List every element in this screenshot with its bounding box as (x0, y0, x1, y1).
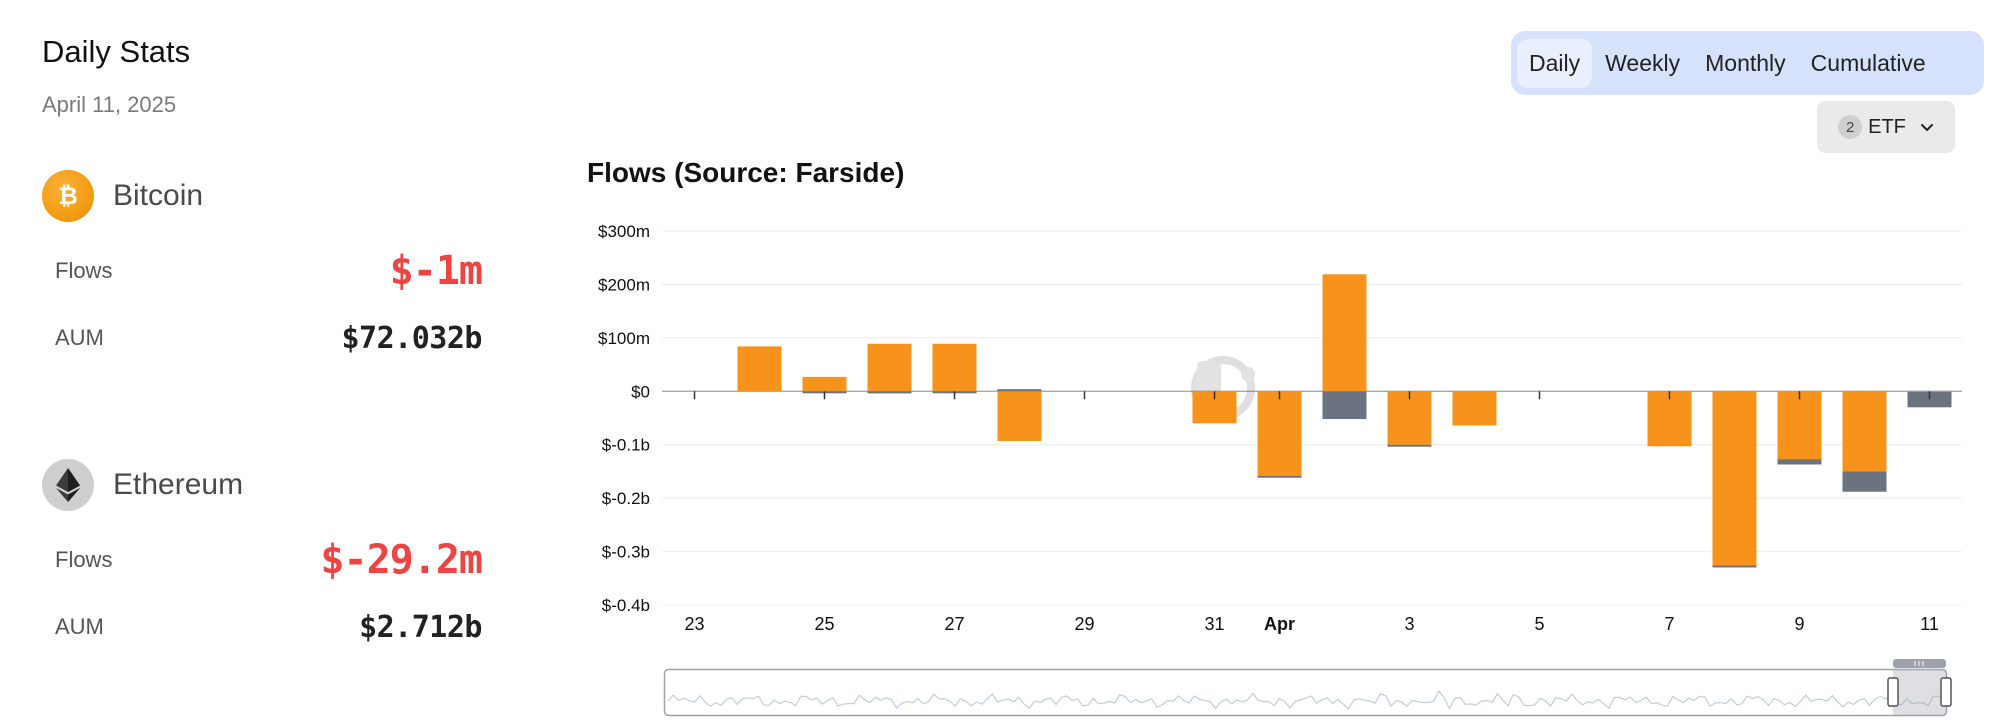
x-tick-label: Apr (1264, 614, 1295, 634)
flows-label: Flows (55, 547, 113, 572)
bar-group[interactable] (737, 346, 782, 392)
ethereum-flows-value: $-29.2m (320, 537, 483, 583)
y-tick-label: $100m (598, 329, 650, 348)
period-tabs: Daily Weekly Monthly Cumulative (1511, 31, 1984, 95)
x-axis: 23 25 27 29 31 Apr 3 5 7 9 11 (684, 391, 1939, 634)
chart-bars (737, 274, 1952, 568)
bitcoin-bar[interactable] (737, 346, 782, 392)
y-axis: $300m $200m $100m $0 $-0.1b $-0.2b $-0.3b $-0.4… (598, 222, 650, 615)
ethereum-bar[interactable] (1387, 444, 1432, 447)
bar-group[interactable] (1322, 274, 1367, 420)
navigator-left-handle[interactable] (1887, 677, 1899, 707)
chart-grid (662, 230, 1962, 606)
bitcoin-bar[interactable] (1712, 391, 1757, 566)
svg-text:₿: ₿ (58, 182, 78, 210)
bitcoin-bar[interactable] (1452, 391, 1497, 426)
bitcoin-bar[interactable] (1322, 274, 1367, 392)
chart-title: Flows (Source: Farside) (587, 157, 905, 188)
bitcoin-bar[interactable] (997, 391, 1042, 441)
bar-group[interactable] (1452, 391, 1497, 426)
bitcoin-flows-value: $-1m (389, 248, 483, 294)
x-tick-label: 29 (1074, 614, 1094, 634)
asset-name: Ethereum (113, 468, 244, 501)
bar-group[interactable] (867, 343, 912, 394)
tab-daily[interactable]: Daily (1517, 38, 1593, 88)
bar-group[interactable] (1777, 391, 1822, 465)
x-tick-label: 23 (684, 614, 704, 634)
asset-ethereum: Ethereum Flows $-29.2m AUM $2.712b (42, 459, 483, 647)
y-tick-label: $300m (598, 222, 650, 241)
etf-count-badge: 2 (1838, 115, 1863, 139)
asset-bitcoin: ₿ Bitcoin Flows $-1m AUM $72.032b (42, 170, 483, 358)
x-tick-label: 7 (1664, 614, 1674, 634)
x-tick-label: 5 (1534, 614, 1544, 634)
ethereum-bar[interactable] (1712, 565, 1757, 568)
bar-group[interactable] (1712, 391, 1757, 568)
bitcoin-bar[interactable] (802, 376, 847, 392)
bitcoin-bar[interactable] (1842, 391, 1887, 472)
y-tick-label: $0 (631, 382, 650, 401)
bar-group[interactable] (802, 376, 847, 394)
tab-cumulative[interactable]: Cumulative (1810, 49, 1926, 76)
aum-label: AUM (55, 325, 104, 350)
bitcoin-bar[interactable] (867, 343, 912, 392)
bar-group[interactable] (997, 389, 1042, 441)
bitcoin-bar[interactable] (1257, 391, 1302, 476)
asset-name: Bitcoin (113, 179, 204, 212)
daily-stats-header: Daily Stats April 11, 2025 (42, 34, 482, 118)
navigator-sparkline (667, 689, 1945, 710)
bitcoin-icon: ₿ (42, 170, 94, 222)
aum-label: AUM (55, 614, 104, 639)
bar-group[interactable] (1842, 391, 1887, 492)
y-tick-label: $-0.2b (602, 489, 650, 508)
bitcoin-aum-value: $72.032b (341, 320, 483, 356)
bitcoin-bar[interactable] (1387, 391, 1432, 445)
ethereum-aum-value: $2.712b (359, 609, 482, 645)
x-tick-label: 31 (1204, 614, 1224, 634)
stats-title: Daily Stats (42, 34, 191, 69)
bitcoin-bar[interactable] (932, 343, 977, 392)
navigator-right-handle[interactable] (1940, 677, 1952, 707)
x-tick-label: 25 (814, 614, 834, 634)
x-tick-label: 9 (1794, 614, 1804, 634)
bar-group[interactable] (1257, 391, 1302, 478)
ethereum-bar[interactable] (1777, 459, 1822, 465)
y-tick-label: $-0.1b (602, 436, 650, 455)
x-tick-label: 3 (1404, 614, 1414, 634)
range-navigator[interactable] (663, 659, 1952, 717)
ethereum-bar[interactable] (1907, 391, 1952, 408)
y-tick-label: $200m (598, 275, 650, 294)
tab-monthly[interactable]: Monthly (1705, 49, 1786, 76)
etf-filter-button[interactable]: 2 ETF (1817, 101, 1955, 153)
ethereum-bar[interactable] (1257, 475, 1302, 478)
x-tick-label: 27 (944, 614, 964, 634)
y-tick-label: $-0.4b (602, 596, 650, 615)
chevron-down-icon (1920, 123, 1934, 132)
ethereum-bar[interactable] (1842, 471, 1887, 492)
x-tick-label: 11 (1920, 614, 1939, 634)
ethereum-bar[interactable] (997, 389, 1042, 392)
ethereum-bar[interactable] (867, 391, 912, 394)
ethereum-bar[interactable] (1322, 391, 1367, 420)
bitcoin-bar[interactable] (1647, 391, 1692, 447)
etf-filter-label: ETF (1868, 115, 1906, 138)
tab-weekly[interactable]: Weekly (1605, 49, 1681, 76)
stats-date: April 11, 2025 (42, 92, 177, 117)
navigator-selection[interactable] (1893, 670, 1946, 715)
ethereum-icon (42, 459, 94, 511)
bar-group[interactable] (1387, 391, 1432, 447)
bar-group[interactable] (1647, 391, 1692, 447)
y-tick-label: $-0.3b (602, 543, 650, 562)
bar-group[interactable] (932, 343, 977, 394)
flows-label: Flows (55, 258, 113, 283)
bitcoin-bar[interactable] (1777, 391, 1822, 460)
